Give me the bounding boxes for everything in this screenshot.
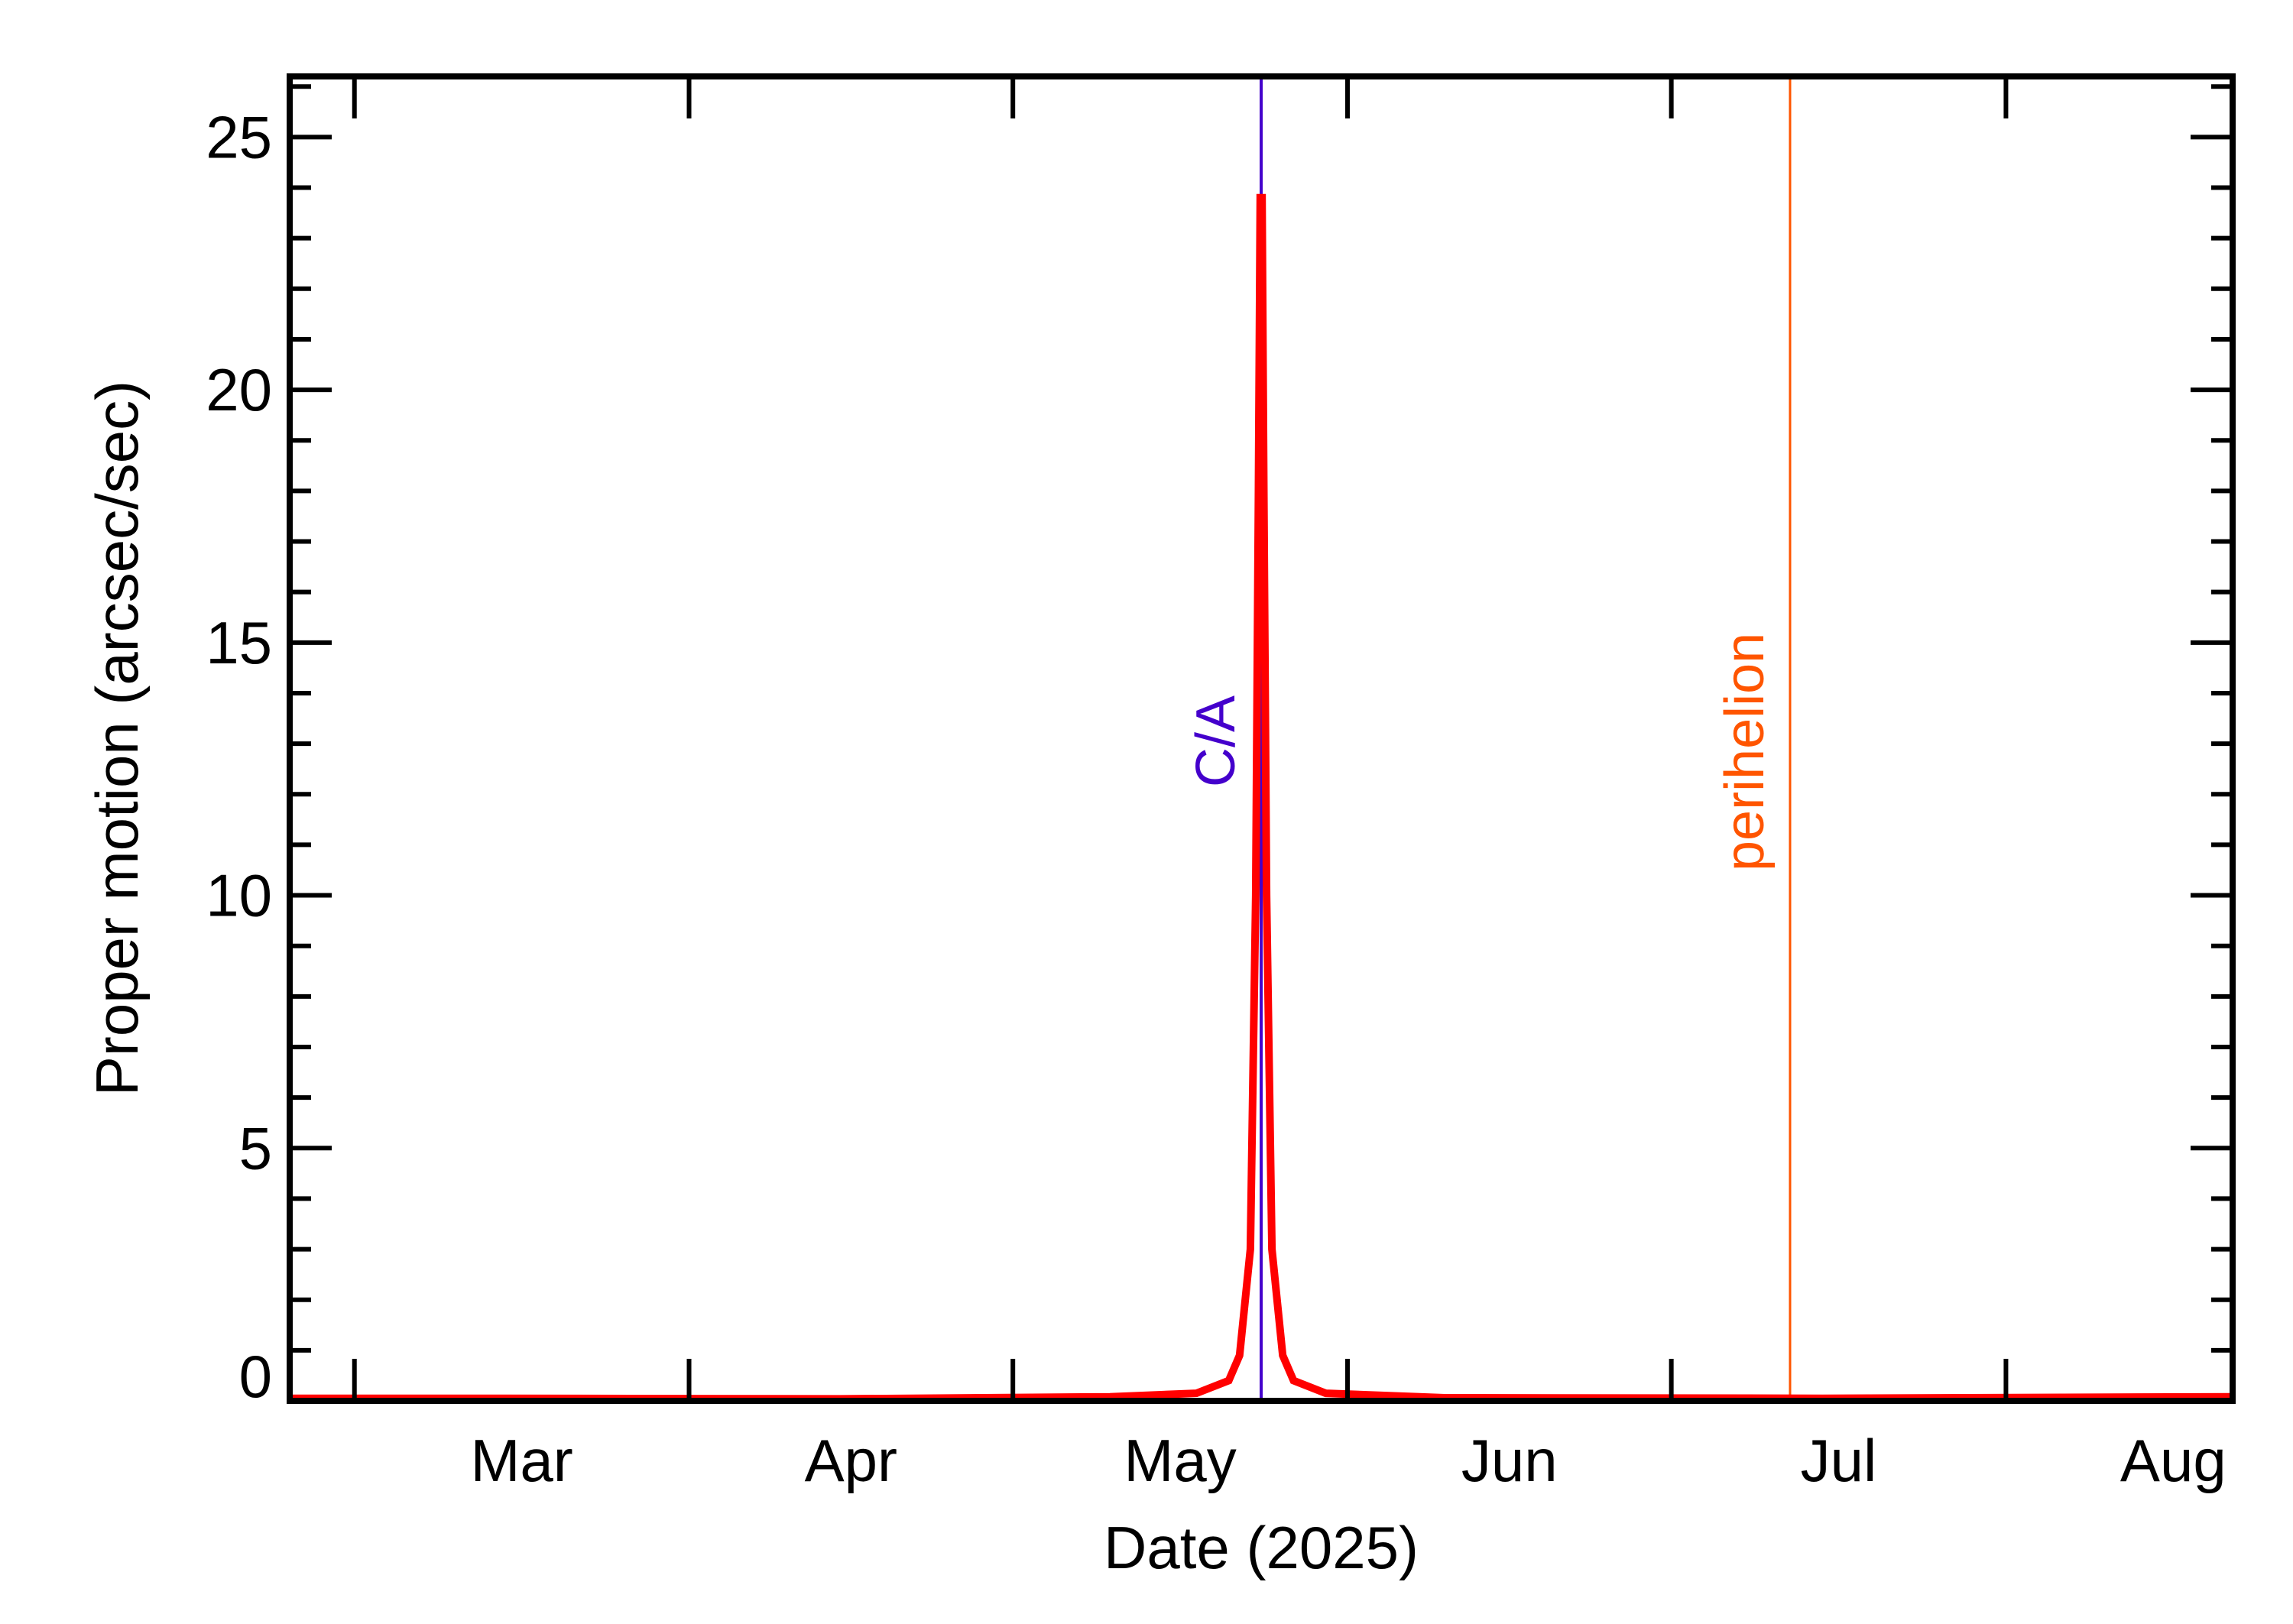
y-tick-label: 25 [206,103,272,170]
x-tick-label: Jul [1801,1427,1877,1494]
series-line-proper-motion [290,193,2233,1403]
x-tick-label: Mar [470,1427,572,1494]
y-tick-label: 0 [239,1343,272,1410]
y-tick-label: 20 [206,356,272,423]
x-axis-title: Date (2025) [1104,1514,1419,1581]
annotation-label-closest-approach: C/A [1185,695,1247,787]
y-tick-label: 10 [206,862,272,929]
x-tick-label: Aug [2120,1427,2227,1494]
x-tick-label: Jun [1461,1427,1558,1494]
y-axis-title: Proper motion (arcsec/sec) [83,381,151,1096]
x-tick-label: Apr [805,1427,897,1494]
x-tick-label: May [1124,1427,1236,1494]
y-tick-label: 5 [239,1114,272,1182]
plot-frame [287,73,2236,1404]
annotation-label-perihelion: perihelion [1714,633,1776,871]
y-tick-label: 15 [206,609,272,676]
